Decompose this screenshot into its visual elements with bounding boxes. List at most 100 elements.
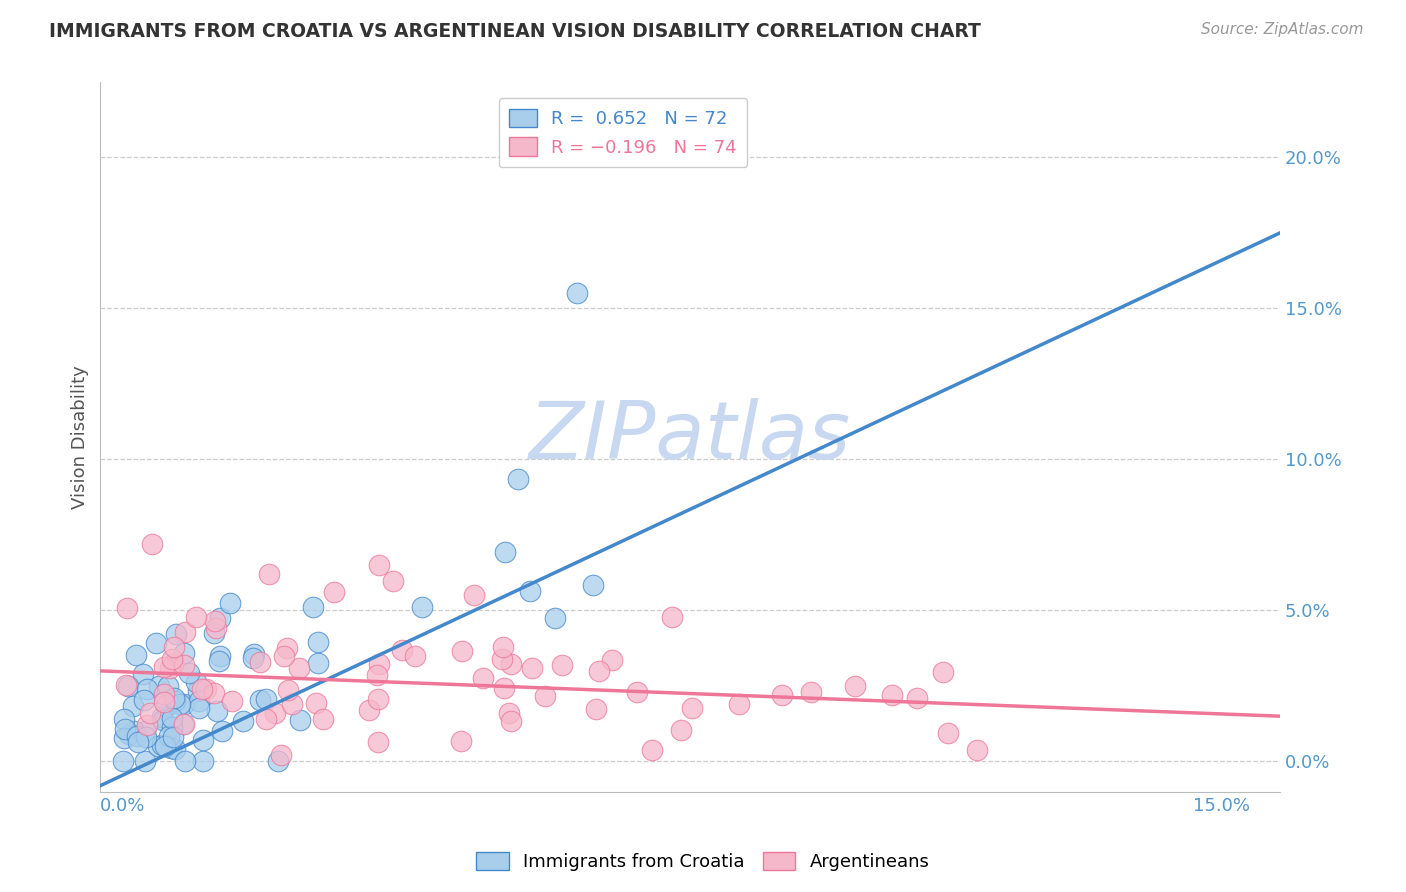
Point — [157, 729, 180, 743]
Point — [145, 636, 167, 650]
Point — [498, 706, 520, 721]
Point — [232, 714, 254, 729]
Y-axis label: Vision Disability: Vision Disability — [72, 365, 89, 508]
Point — [134, 723, 156, 738]
Point — [288, 661, 311, 675]
Point — [499, 714, 522, 728]
Point — [936, 726, 959, 740]
Point — [152, 713, 174, 727]
Point — [122, 723, 145, 738]
Point — [492, 681, 515, 696]
Point — [322, 584, 344, 599]
Legend: Immigrants from Croatia, Argentineans: Immigrants from Croatia, Argentineans — [470, 845, 936, 879]
Point — [641, 743, 664, 757]
Point — [173, 717, 195, 731]
Point — [242, 650, 264, 665]
Point — [307, 657, 329, 671]
Point — [136, 718, 159, 732]
Point — [157, 679, 180, 693]
Point — [359, 703, 381, 717]
Point — [932, 665, 955, 679]
Point — [626, 685, 648, 699]
Point — [302, 599, 325, 614]
Point — [165, 741, 187, 756]
Point — [160, 741, 183, 756]
Point — [288, 713, 311, 727]
Point — [117, 679, 139, 693]
Point — [404, 648, 426, 663]
Point — [162, 731, 184, 745]
Point — [135, 731, 157, 745]
Point — [112, 712, 135, 726]
Text: ZIPatlas: ZIPatlas — [529, 398, 851, 475]
Point — [163, 691, 186, 706]
Point — [114, 723, 136, 737]
Point — [905, 690, 928, 705]
Point — [169, 697, 191, 711]
Point — [136, 681, 159, 696]
Point — [208, 611, 231, 625]
Point — [162, 657, 184, 671]
Point — [204, 621, 226, 635]
Point — [565, 286, 588, 301]
Point — [249, 655, 271, 669]
Point — [155, 698, 177, 713]
Point — [186, 674, 208, 689]
Point — [195, 682, 218, 697]
Point — [205, 705, 228, 719]
Point — [463, 588, 485, 602]
Point — [491, 652, 513, 666]
Point — [160, 720, 183, 734]
Point — [146, 739, 169, 754]
Point — [112, 755, 135, 769]
Point — [187, 701, 209, 715]
Point — [141, 537, 163, 551]
Point — [114, 678, 136, 692]
Legend: R =  0.652   N = 72, R = −0.196   N = 74: R = 0.652 N = 72, R = −0.196 N = 74 — [499, 98, 748, 168]
Point — [270, 748, 292, 763]
Point — [173, 697, 195, 711]
Point — [800, 685, 823, 699]
Point — [368, 657, 391, 671]
Point — [471, 671, 494, 685]
Point — [187, 684, 209, 698]
Point — [153, 695, 176, 709]
Point — [264, 706, 287, 720]
Point — [249, 693, 271, 707]
Point — [770, 688, 793, 702]
Point — [367, 692, 389, 706]
Point — [152, 660, 174, 674]
Point — [257, 567, 280, 582]
Point — [273, 648, 295, 663]
Point — [312, 713, 335, 727]
Point — [174, 755, 197, 769]
Point — [112, 731, 135, 745]
Point — [267, 755, 290, 769]
Point — [966, 743, 988, 757]
Point — [281, 697, 304, 711]
Point — [519, 584, 541, 599]
Point — [163, 640, 186, 654]
Point — [165, 627, 187, 641]
Point — [669, 723, 692, 737]
Point — [450, 644, 472, 658]
Point — [492, 640, 515, 654]
Point — [117, 600, 139, 615]
Point — [150, 710, 173, 724]
Point — [307, 634, 329, 648]
Point — [661, 609, 683, 624]
Point — [155, 739, 177, 753]
Point — [163, 693, 186, 707]
Point — [127, 735, 149, 749]
Point — [173, 658, 195, 673]
Point — [254, 691, 277, 706]
Point — [202, 686, 225, 700]
Point — [208, 654, 231, 668]
Text: IMMIGRANTS FROM CROATIA VS ARGENTINEAN VISION DISABILITY CORRELATION CHART: IMMIGRANTS FROM CROATIA VS ARGENTINEAN V… — [49, 22, 981, 41]
Point — [728, 697, 751, 711]
Point — [305, 696, 328, 710]
Point — [450, 734, 472, 748]
Point — [134, 755, 156, 769]
Point — [508, 472, 530, 486]
Point — [188, 694, 211, 708]
